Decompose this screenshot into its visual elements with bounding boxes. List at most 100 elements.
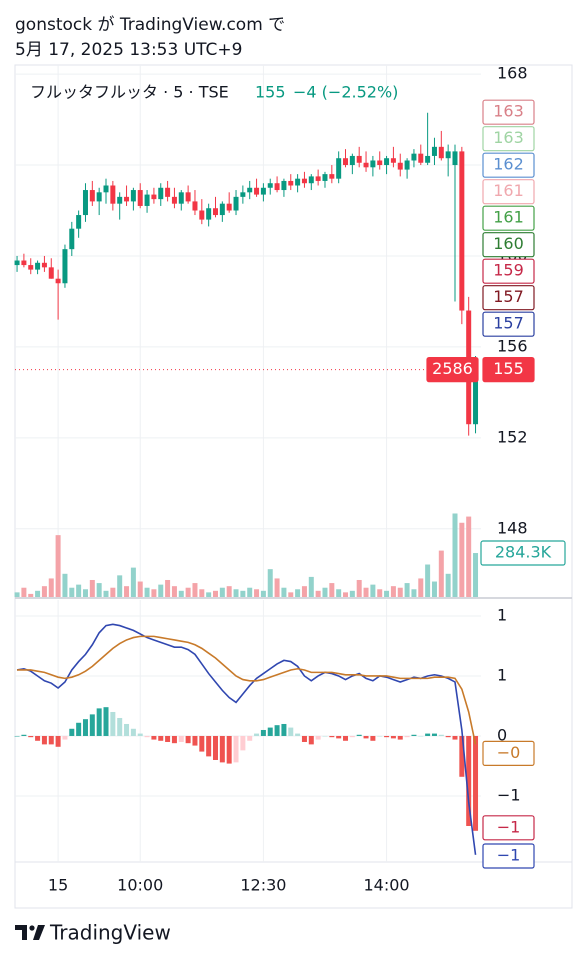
candle-body — [199, 210, 205, 220]
y-tick-label: 156 — [497, 336, 528, 355]
price-tag-box — [482, 99, 535, 125]
volume-bar — [397, 587, 403, 597]
price-tag: 163 — [493, 128, 524, 147]
candle-body — [151, 194, 157, 200]
histogram-bar — [288, 727, 294, 736]
histogram-bar — [89, 714, 95, 736]
histogram-bar — [165, 735, 171, 742]
histogram-bar — [137, 733, 143, 736]
volume-bar — [233, 589, 239, 597]
candle-body — [288, 180, 294, 186]
volume-bar — [295, 589, 301, 597]
volume-bar — [219, 587, 225, 597]
histogram-bar — [377, 735, 383, 737]
volume-bar — [178, 590, 184, 597]
author-line: gonstock が TradingView.com で — [15, 15, 285, 35]
candle-body — [96, 192, 102, 202]
volume-tag-box — [480, 540, 566, 566]
volume-bar — [103, 590, 109, 597]
volume-bar — [144, 587, 150, 597]
volume-bar — [384, 590, 390, 597]
histogram-bar — [110, 711, 116, 736]
histogram-bar — [21, 734, 27, 736]
volume-bar — [171, 586, 177, 597]
date-line: 5月 17, 2025 13:53 UTC+9 — [15, 40, 242, 60]
logo — [15, 925, 45, 940]
candle-body — [267, 183, 273, 188]
candle-body — [226, 203, 232, 211]
candle-body — [130, 190, 136, 202]
candle-body — [233, 196, 239, 211]
histogram-bar — [473, 735, 479, 831]
x-tick-label: 15 — [48, 876, 68, 895]
candle-body — [254, 187, 260, 195]
volume-bar — [137, 581, 143, 597]
candle-body — [28, 265, 34, 270]
candle-body — [41, 262, 47, 268]
volume-bar — [35, 590, 41, 597]
candle-body — [315, 176, 321, 181]
price-tag: 161 — [493, 181, 524, 200]
histogram-bar — [144, 735, 150, 738]
price-tag-box — [482, 205, 535, 231]
candle-body — [431, 146, 437, 156]
histogram-bar — [329, 735, 335, 738]
legend: フルッタフルッタ · 5 · TSE 155 −4 (−2.52%) — [30, 83, 398, 102]
candle-body — [124, 196, 130, 202]
histogram-bar — [404, 735, 410, 738]
x-tick-label: 10:00 — [117, 876, 163, 895]
candle-body — [322, 174, 328, 181]
volume-bar — [281, 587, 287, 597]
candle-body — [384, 158, 390, 166]
candle-body — [165, 187, 171, 197]
volume-bar — [185, 587, 191, 597]
histogram-bar — [199, 735, 205, 752]
plot — [14, 112, 479, 855]
candle-body — [343, 158, 349, 166]
volume-bar — [445, 573, 451, 597]
volume-bar — [377, 589, 383, 597]
histogram-bar — [226, 735, 232, 764]
histogram-bar — [76, 722, 82, 736]
candle-body — [240, 192, 246, 197]
volume-bar — [315, 590, 321, 597]
candle-body — [82, 190, 88, 216]
price-tag: 162 — [493, 155, 524, 174]
histogram-bar — [96, 708, 102, 736]
legend-title: フルッタフルッタ · 5 · TSE — [30, 83, 229, 102]
histogram-bar — [124, 723, 130, 736]
histogram-bar — [151, 735, 157, 740]
histogram-bar — [192, 735, 198, 746]
histogram-bar — [281, 723, 287, 736]
candle-body — [14, 260, 20, 266]
overlay: 163 163 162 161 161 160 159 157 157 2586 155 284.3K… — [15, 99, 566, 869]
volume-bar — [199, 589, 205, 597]
volume-bar — [192, 583, 198, 597]
candle-body — [301, 178, 307, 184]
histogram-bar — [459, 735, 465, 777]
histogram-bar — [247, 735, 253, 741]
volume-bar — [466, 516, 472, 597]
price-tag-box — [482, 152, 535, 178]
candle-body — [171, 196, 177, 204]
volume-bar — [356, 579, 362, 597]
candle-body — [35, 262, 41, 270]
candle-body — [411, 153, 417, 161]
candle-body — [418, 153, 424, 163]
macd-line — [16, 623, 477, 855]
volume-bar — [212, 590, 218, 597]
volume-bar — [254, 589, 260, 597]
signal-tag: −0 — [497, 743, 521, 762]
histogram-bar — [411, 734, 417, 736]
volume-bar — [240, 590, 246, 597]
volume-bar — [438, 550, 444, 597]
volume-bar — [151, 589, 157, 597]
y-tick-label: 0 — [497, 725, 507, 744]
volume-bar — [89, 579, 95, 597]
volume-bar — [62, 573, 68, 597]
price-tag: 157 — [493, 287, 524, 306]
candle-body — [349, 155, 355, 166]
candle-body — [377, 160, 383, 166]
histogram-tag: −1 — [497, 817, 521, 836]
